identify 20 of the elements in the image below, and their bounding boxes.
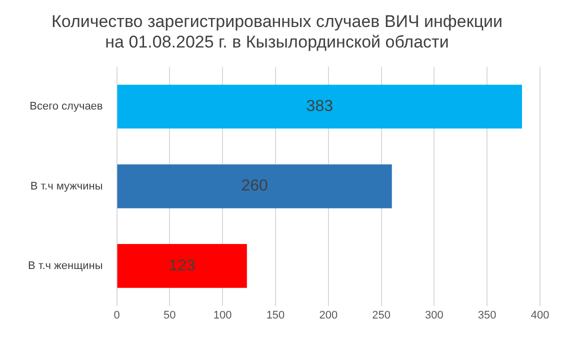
x-tick-label: 100 bbox=[213, 309, 232, 322]
x-tick-label: 150 bbox=[266, 309, 285, 322]
x-tick-label: 400 bbox=[530, 309, 550, 322]
x-tick-label: 50 bbox=[164, 309, 176, 322]
y-tick-label: В т.ч женщины bbox=[28, 260, 103, 272]
bar bbox=[117, 164, 392, 208]
bar bbox=[117, 244, 247, 288]
x-tick-label: 300 bbox=[425, 309, 444, 322]
text: на 01.08.2025 г. в Кызылординской области bbox=[105, 32, 449, 52]
x-tick-label: 0 bbox=[114, 309, 120, 322]
x-tick-label: 250 bbox=[372, 309, 390, 322]
y-tick-label: Всего случаев bbox=[30, 100, 103, 113]
text: Количество зарегистрированных случаев ВИЧ инфекции bbox=[51, 12, 503, 31]
bar bbox=[117, 84, 522, 129]
x-tick-label: 200 bbox=[319, 309, 338, 322]
data-label: 383 bbox=[306, 98, 334, 116]
x-tick-label: 350 bbox=[478, 309, 496, 322]
y-tick-label: В т.ч мужчины bbox=[30, 180, 103, 192]
data-label: 260 bbox=[241, 178, 268, 195]
data-label: 123 bbox=[168, 257, 196, 274]
